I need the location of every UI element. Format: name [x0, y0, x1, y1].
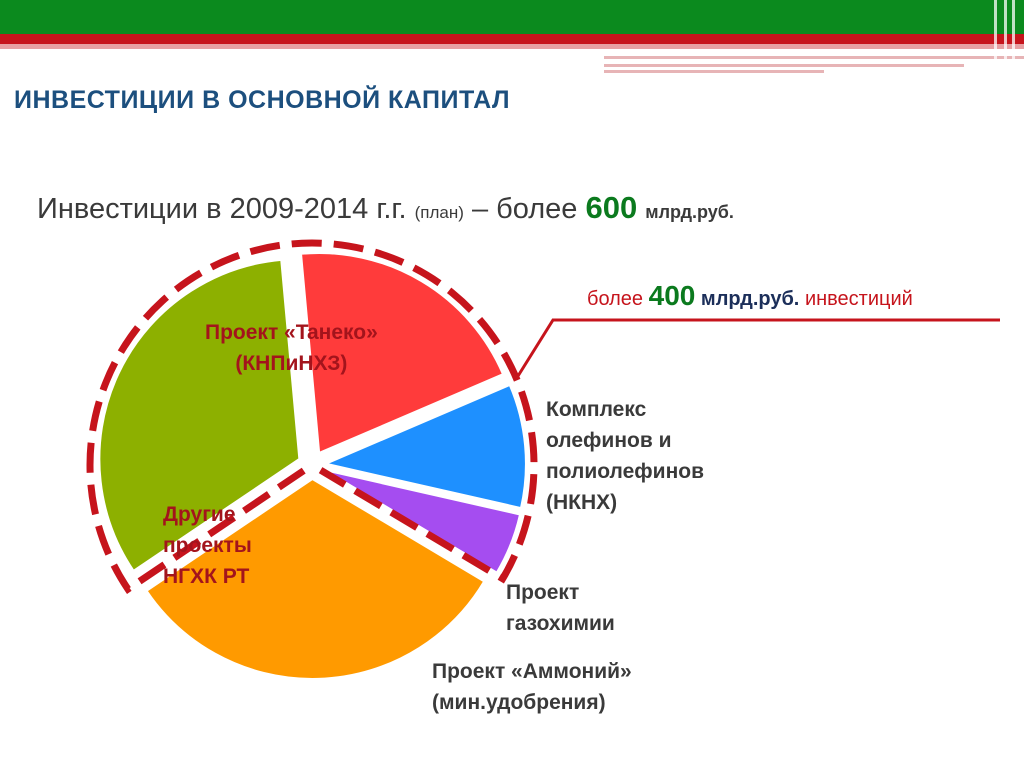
subtitle-dash: – более: [471, 193, 578, 225]
slice-ammonium: [324, 469, 522, 574]
header-vertical-stripe: [994, 0, 997, 62]
header-vertical-stripe: [1012, 0, 1015, 62]
page-title: ИНВЕСТИЦИИ В ОСНОВНОЙ КАПИТАЛ: [14, 86, 511, 114]
slice-label-olefins: Комплекс олефинов и полиолефинов (НКНХ): [546, 398, 704, 514]
note-suffix: инвестиций: [804, 288, 913, 310]
header-stripe: [604, 56, 1024, 59]
note-prefix: более: [587, 288, 644, 310]
note-value: 400: [648, 280, 696, 311]
investment-subtitle: Инвестиции в 2009-2014 г.г. (план) – бол…: [37, 190, 734, 226]
pie-slices: [98, 252, 527, 680]
slice-label-other: Другие проекты НГХК РТ: [163, 503, 252, 588]
slice-other: [145, 477, 486, 680]
header-stripe: [604, 70, 824, 73]
leader-line: [516, 318, 1000, 377]
highlight-note: более 400 млрд.руб. инвестиций: [587, 280, 913, 312]
slice-label-taneko: Проект «Taнеко» (КНПиНХЗ): [205, 321, 378, 375]
note-unit: млрд.руб.: [700, 288, 800, 310]
slice-taneko: [98, 258, 301, 573]
slice-label-gas-chemistry: Проект газохимии: [506, 581, 615, 635]
subtitle-qualifier: (план): [414, 203, 464, 222]
slice-olefins: [299, 252, 505, 455]
slice-gas-chemistry: [322, 383, 527, 510]
subtitle-text: Инвестиции в 2009-2014 г.г.: [37, 193, 407, 225]
header-red-bar: [0, 34, 1024, 44]
slice-label-ammonium: Проект «Аммоний» (мин.удобрения): [432, 660, 632, 714]
header-pink-bar: [0, 44, 1024, 49]
header-vertical-stripe: [1004, 0, 1007, 62]
header-stripe: [604, 64, 964, 67]
subtitle-unit: млрд.руб.: [645, 202, 734, 222]
subtitle-value: 600: [585, 190, 638, 225]
header-green-bar: [0, 0, 1024, 34]
highlight-dashed-arc: [86, 239, 538, 595]
